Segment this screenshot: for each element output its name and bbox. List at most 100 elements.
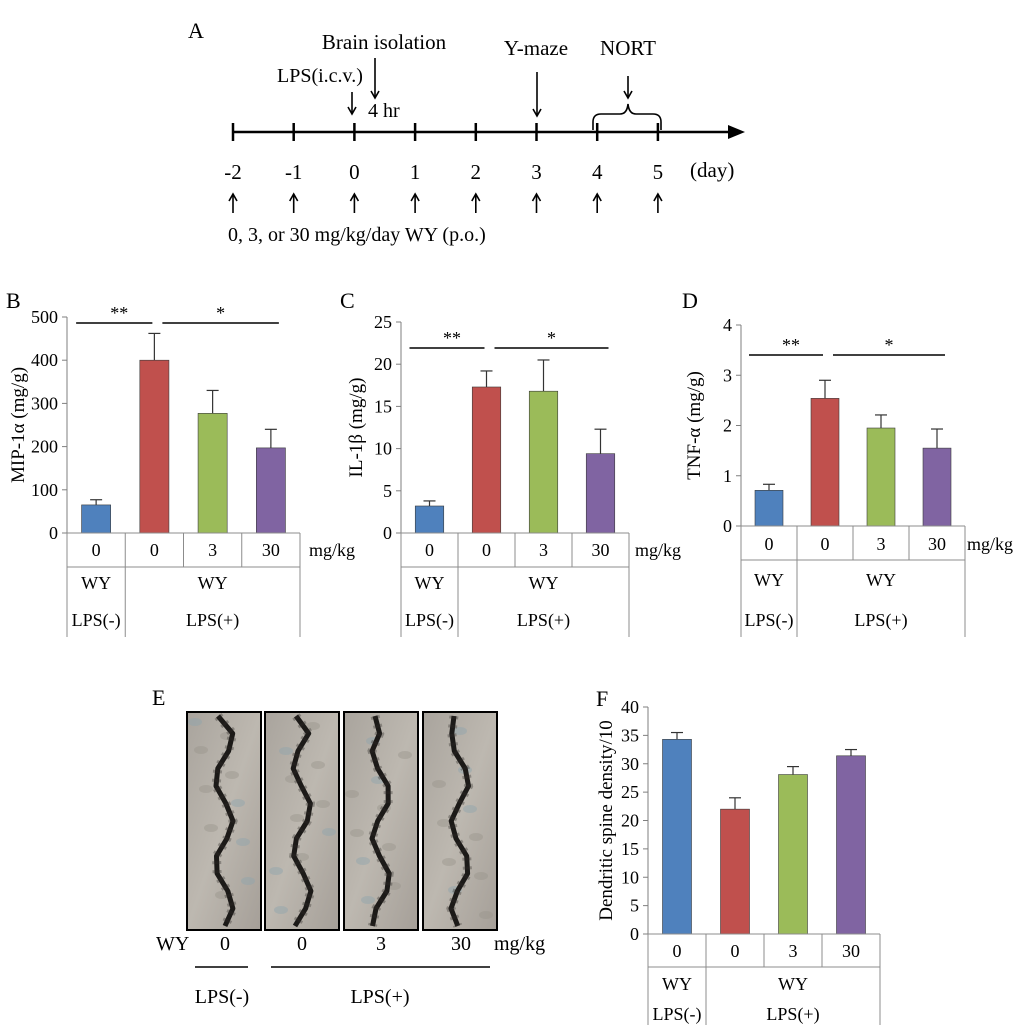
panel-e-micrographs: E 0 0 3 30 WY mg/kg LPS(-) LPS(+): [152, 685, 545, 1008]
drug-label: WY: [415, 573, 445, 593]
bar: [471, 386, 502, 534]
micrograph: [264, 711, 340, 931]
x-tick-label: 0: [673, 941, 682, 961]
four-hr-label: 4 hr: [368, 100, 400, 122]
panel-e-lps-pos: LPS(+): [350, 986, 409, 1008]
bar: [836, 755, 866, 935]
x-tick-label: 0: [92, 540, 101, 560]
y-tick-label: 30: [621, 754, 639, 774]
x-tick-label: 30: [592, 540, 610, 560]
lps-icv-label: LPS(i.c.v.): [277, 65, 363, 87]
significance-label: **: [443, 328, 461, 348]
unit-label: mg/kg: [635, 540, 681, 560]
bar: [720, 808, 750, 935]
lps-pos-label: LPS(+): [186, 610, 239, 631]
day-label: (day): [690, 158, 734, 182]
ymaze-label: Y-maze: [504, 36, 568, 60]
y-tick-label: 500: [31, 307, 58, 327]
lps-neg-label: LPS(-): [745, 610, 794, 631]
nort-label: NORT: [600, 36, 656, 60]
x-tick-label: 3: [539, 540, 548, 560]
drug-label: WY: [198, 573, 228, 593]
x-tick-label: 30: [928, 534, 946, 554]
bar: [81, 504, 111, 534]
brain-isolation-label: Brain isolation: [322, 30, 447, 54]
day-tick-label: 0: [349, 160, 360, 184]
y-tick-label: 4: [723, 315, 732, 335]
bar: [754, 490, 784, 527]
y-axis-label: IL-1β (mg/g): [346, 378, 367, 478]
lps-neg-label: LPS(-): [72, 610, 121, 631]
bar: [778, 774, 808, 935]
y-tick-label: 40: [621, 697, 639, 717]
bar: [197, 413, 228, 534]
y-tick-label: 0: [383, 523, 392, 543]
lps-pos-label: LPS(+): [517, 610, 570, 631]
x-tick-label: 0: [765, 534, 774, 554]
y-tick-label: 35: [621, 725, 639, 745]
dose-label: 30: [451, 933, 471, 955]
y-tick-label: 20: [621, 811, 639, 831]
drug-label: WY: [866, 570, 896, 590]
panel-label: F: [596, 686, 608, 711]
dose-label: 0: [220, 933, 230, 955]
y-tick-label: 25: [621, 782, 639, 802]
day-tick-label: 3: [531, 160, 542, 184]
panel-label: B: [6, 288, 21, 313]
timeline-arrowhead: [728, 125, 745, 139]
y-tick-label: 0: [723, 516, 732, 536]
nort-brace: [592, 103, 662, 130]
bar: [662, 739, 692, 935]
panel-e-label: E: [152, 685, 165, 710]
bar: [256, 447, 286, 534]
bar: [139, 359, 170, 534]
y-tick-label: 10: [374, 439, 392, 459]
significance-label: *: [216, 303, 225, 323]
y-tick-label: 15: [374, 396, 392, 416]
y-tick-label: 25: [374, 312, 392, 332]
y-tick-label: 0: [630, 924, 639, 944]
panel-a-label: A: [188, 18, 204, 43]
drug-label: WY: [662, 974, 692, 994]
bar: [528, 390, 559, 534]
y-axis-label: MIP-1α (mg/g): [8, 367, 29, 483]
x-tick-label: 30: [262, 540, 280, 560]
y-tick-label: 5: [630, 896, 639, 916]
x-tick-label: 0: [821, 534, 830, 554]
significance-label: *: [547, 328, 556, 348]
y-tick-label: 300: [31, 393, 58, 413]
x-tick-label: 0: [150, 540, 159, 560]
y-tick-label: 100: [31, 480, 58, 500]
micrograph: [186, 711, 262, 931]
unit-label: mg/kg: [309, 540, 355, 560]
dose-label: 3: [376, 933, 386, 955]
lps-pos-label: LPS(+): [854, 610, 907, 631]
x-tick-label: 3: [789, 941, 798, 961]
y-tick-label: 2: [723, 416, 732, 436]
dosing-label: 0, 3, or 30 mg/kg/day WY (p.o.): [228, 224, 486, 246]
y-tick-label: 400: [31, 350, 58, 370]
panel-e-lps-neg: LPS(-): [195, 986, 249, 1008]
y-tick-label: 15: [621, 839, 639, 859]
y-tick-label: 1: [723, 466, 732, 486]
x-tick-label: 30: [842, 941, 860, 961]
x-tick-label: 0: [425, 540, 434, 560]
unit-label: mg/kg: [967, 534, 1013, 554]
day-tick-label: 1: [410, 160, 421, 184]
lps-neg-label: LPS(-): [405, 610, 454, 631]
y-axis-label: Dendritic spine density/10: [596, 720, 617, 921]
y-tick-label: 3: [723, 365, 732, 385]
dose-label: 0: [297, 933, 307, 955]
panel-e-drug-label: WY: [156, 933, 189, 955]
day-tick-label: 5: [653, 160, 664, 184]
panel-label: D: [682, 288, 698, 313]
bar: [866, 427, 896, 527]
x-tick-label: 0: [482, 540, 491, 560]
y-tick-label: 0: [49, 523, 58, 543]
drug-label: WY: [778, 974, 808, 994]
y-axis-label: TNF-α (mg/g): [684, 371, 705, 480]
